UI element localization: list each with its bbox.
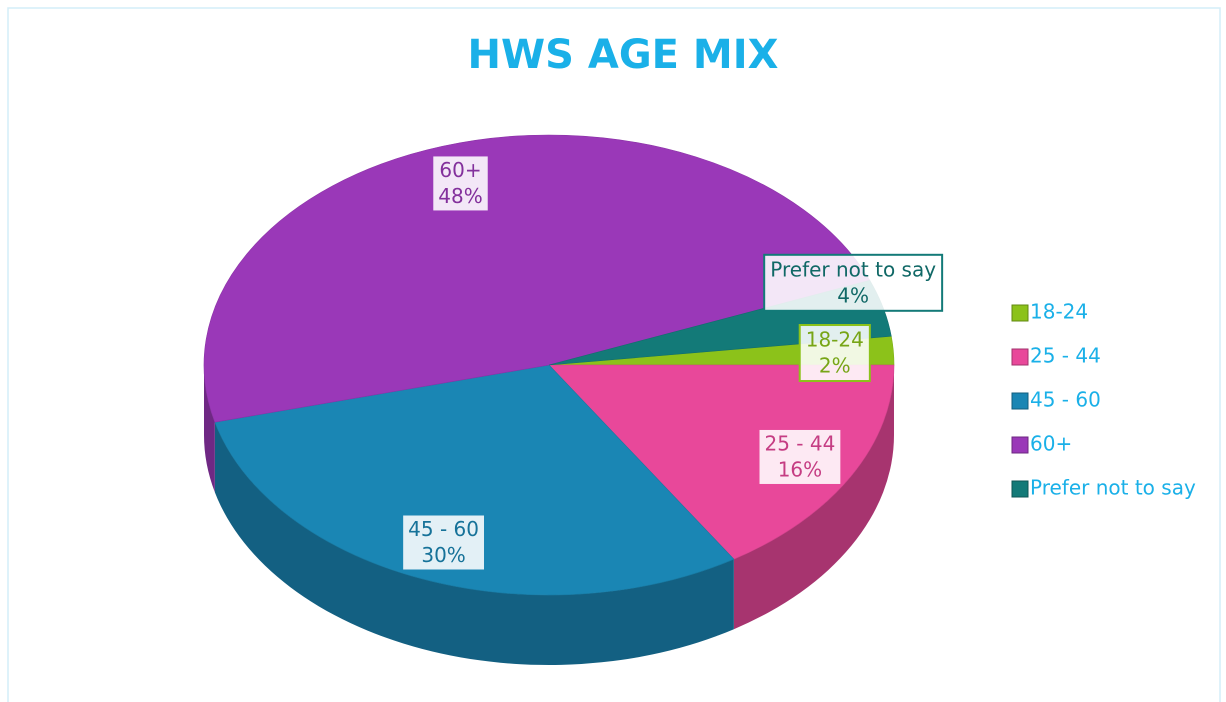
data-label: 60+48% — [431, 154, 490, 213]
data-label-value: 16% — [778, 457, 822, 481]
data-label-category: 25 - 44 — [765, 431, 836, 455]
legend-label: 60+ — [1030, 432, 1072, 456]
data-label-box — [757, 427, 843, 486]
slice-side — [733, 365, 894, 630]
legend-label: 18-24 — [1030, 300, 1088, 324]
data-label-value: 30% — [421, 543, 465, 567]
data-label-value: 4% — [837, 283, 869, 307]
legend-swatch — [1011, 304, 1029, 322]
legend-swatch — [1011, 436, 1029, 454]
legend-label: 45 - 60 — [1030, 388, 1101, 412]
data-label-category: 45 - 60 — [408, 517, 479, 541]
legend-swatch — [1011, 480, 1029, 498]
legend-swatch — [1011, 348, 1029, 366]
data-label-box — [763, 253, 944, 312]
data-label-category: 60+ — [439, 158, 481, 182]
chart-title: HWS AGE MIX — [468, 32, 779, 78]
data-label-category: Prefer not to say — [770, 257, 936, 281]
slice — [548, 364, 895, 560]
legend-swatch — [1011, 392, 1029, 410]
legend-label: Prefer not to say — [1030, 476, 1196, 500]
legend-label: 25 - 44 — [1030, 344, 1101, 368]
data-label-category: 18-24 — [806, 328, 864, 352]
data-label-value: 2% — [819, 354, 851, 378]
slice — [214, 364, 735, 596]
slice-side — [204, 365, 215, 493]
data-label: 18-242% — [798, 324, 871, 383]
slice-side — [214, 422, 734, 666]
data-label-box — [401, 513, 487, 572]
data-label-value: 48% — [438, 184, 482, 208]
slice — [203, 134, 871, 423]
data-label-box — [798, 324, 871, 383]
data-label-box — [431, 154, 490, 213]
